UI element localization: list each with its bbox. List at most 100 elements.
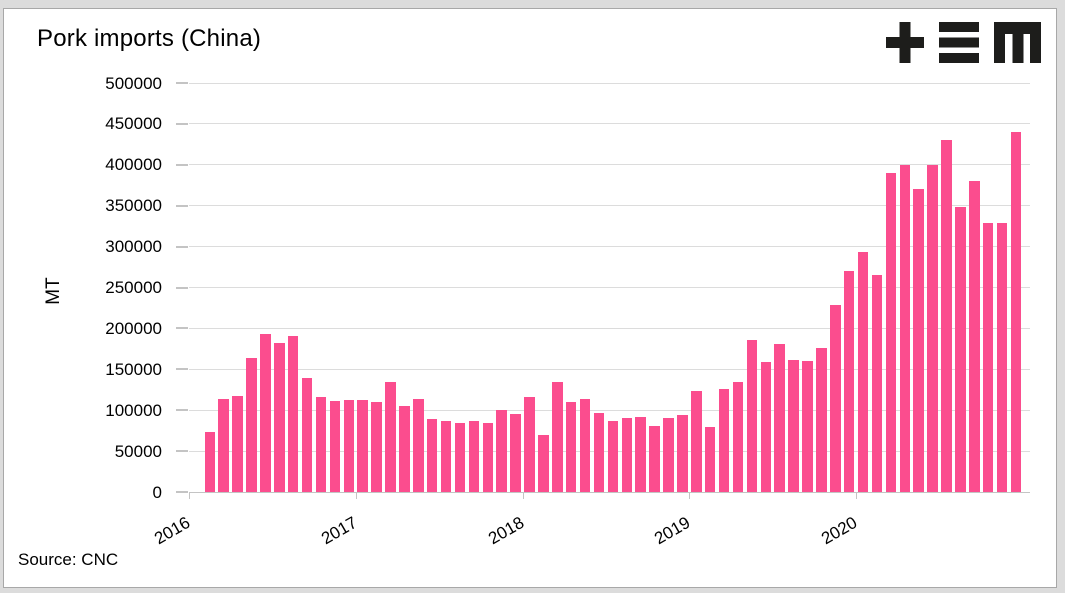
bar bbox=[454, 423, 466, 492]
gridline bbox=[189, 164, 1030, 166]
bar bbox=[440, 420, 452, 492]
bar bbox=[955, 207, 966, 492]
logo-bar-middle bbox=[939, 37, 979, 48]
bar bbox=[371, 402, 382, 492]
bar bbox=[357, 400, 368, 492]
y-axis-title: MT bbox=[43, 277, 64, 305]
y-tick-label: 150000 bbox=[105, 359, 162, 379]
bar bbox=[510, 414, 521, 492]
y-tick bbox=[176, 245, 188, 248]
bar bbox=[399, 406, 410, 492]
bar bbox=[524, 397, 535, 492]
gridline bbox=[189, 409, 1030, 411]
y-tick-label: 0 bbox=[152, 482, 162, 502]
bar bbox=[565, 402, 577, 492]
y-tick bbox=[176, 286, 188, 289]
bar bbox=[607, 420, 619, 492]
x-tick-label: 2018 bbox=[484, 512, 527, 549]
y-tick-label: 450000 bbox=[105, 114, 162, 134]
logo-bar-bottom bbox=[939, 53, 979, 63]
bar bbox=[621, 417, 633, 492]
x-tick-label: 2017 bbox=[317, 512, 361, 549]
bar bbox=[329, 401, 341, 492]
x-tick bbox=[189, 492, 190, 499]
bar bbox=[593, 412, 605, 492]
x-tick bbox=[355, 492, 357, 499]
x-tick-label: 2016 bbox=[151, 512, 194, 549]
bar bbox=[996, 222, 1008, 492]
bar bbox=[260, 334, 271, 492]
logo-bar-top bbox=[939, 22, 979, 32]
bar bbox=[913, 189, 924, 492]
gridline bbox=[189, 246, 1030, 248]
y-tick-label: 100000 bbox=[105, 400, 162, 420]
tem-logo-glyphs bbox=[886, 22, 1041, 63]
y-tick-label: 500000 bbox=[105, 73, 162, 93]
bar bbox=[301, 377, 313, 492]
bar bbox=[274, 343, 285, 492]
gridline bbox=[189, 327, 1030, 329]
x-tick-label: 2020 bbox=[818, 512, 861, 549]
y-tick-label: 50000 bbox=[114, 441, 162, 461]
bar bbox=[1010, 132, 1022, 492]
chart-title: Pork imports (China) bbox=[37, 25, 262, 52]
x-tick bbox=[522, 492, 524, 499]
bar bbox=[635, 416, 646, 492]
bar bbox=[482, 423, 494, 492]
y-tick-label: 200000 bbox=[105, 318, 162, 338]
y-tick bbox=[176, 122, 188, 125]
bar bbox=[941, 140, 952, 492]
y-tick bbox=[176, 204, 188, 207]
bar bbox=[857, 251, 869, 492]
y-tick-label: 350000 bbox=[105, 196, 162, 216]
gridline bbox=[189, 123, 1030, 125]
bar bbox=[468, 420, 480, 492]
gridline bbox=[189, 287, 1030, 288]
bar bbox=[691, 390, 702, 492]
bar bbox=[732, 381, 744, 492]
bar bbox=[246, 357, 257, 492]
y-tick bbox=[176, 450, 188, 453]
x-tick bbox=[856, 492, 858, 499]
source-note: Source: CNC bbox=[18, 550, 119, 569]
y-tick bbox=[176, 163, 188, 166]
bar bbox=[538, 434, 549, 492]
bar bbox=[663, 418, 674, 492]
tem-logo bbox=[886, 22, 1041, 63]
y-tick bbox=[176, 82, 188, 84]
bar bbox=[704, 426, 716, 492]
bar bbox=[969, 181, 980, 492]
chart-card: Pork imports (China) MT 0 50000 100000 1500… bbox=[3, 8, 1057, 588]
bar bbox=[413, 398, 424, 492]
gridline bbox=[189, 205, 1030, 207]
y-tick-label: 250000 bbox=[105, 278, 162, 297]
bar bbox=[232, 395, 243, 492]
y-tick-label: 400000 bbox=[105, 155, 162, 175]
bar bbox=[343, 399, 355, 492]
plot-area: 0 50000 100000 150000 200000 250000 300000 3500… bbox=[105, 74, 1030, 548]
y-tick bbox=[176, 327, 188, 330]
bar bbox=[830, 304, 841, 492]
bar bbox=[579, 398, 591, 492]
bar bbox=[843, 271, 855, 492]
bar bbox=[552, 382, 563, 492]
x-tick-label: 2019 bbox=[651, 512, 694, 549]
bar bbox=[871, 275, 883, 492]
bar bbox=[385, 381, 396, 492]
gridline bbox=[189, 368, 1030, 370]
x-tick bbox=[689, 492, 691, 499]
bar bbox=[802, 361, 813, 492]
y-tick bbox=[176, 409, 188, 412]
y-tick bbox=[176, 368, 188, 371]
bar bbox=[899, 164, 911, 492]
bar bbox=[677, 415, 688, 492]
bar bbox=[287, 335, 299, 492]
bar bbox=[760, 361, 772, 492]
y-tick-label: 300000 bbox=[105, 237, 162, 257]
gridline bbox=[189, 82, 1030, 84]
bar bbox=[426, 419, 438, 492]
y-tick bbox=[176, 491, 188, 493]
bar bbox=[315, 397, 327, 492]
bar bbox=[218, 398, 229, 492]
